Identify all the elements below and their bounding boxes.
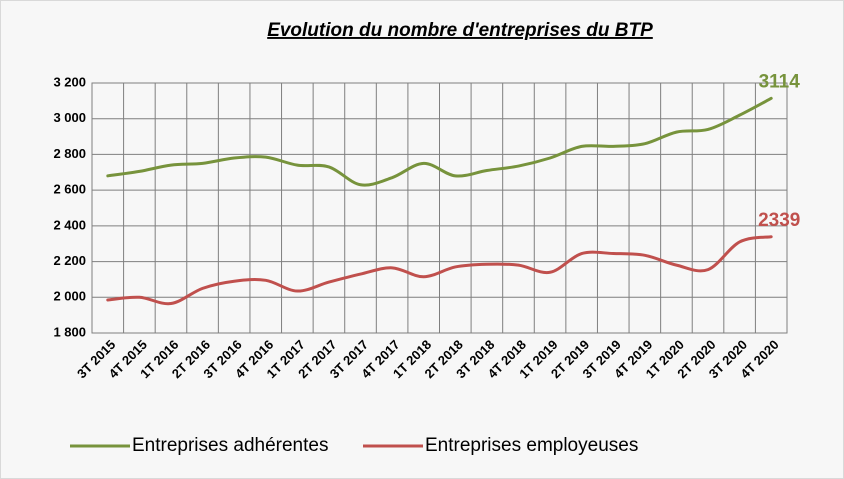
y-tick-label: 2 600 (53, 182, 86, 197)
data-label: 2339 (758, 210, 800, 231)
y-tick-label: 2 400 (53, 217, 86, 232)
legend-label: Entreprises employeuses (425, 435, 638, 456)
series-line (106, 235, 773, 306)
plot-frame (91, 82, 788, 334)
legend-label: Entreprises adhérentes (132, 435, 328, 456)
series-line (106, 96, 773, 187)
y-tick-label: 2 800 (53, 146, 86, 161)
data-label: 3114 (759, 71, 801, 92)
chart-title: Evolution du nombre d'entreprises du BTP (267, 20, 653, 41)
y-tick-label: 3 000 (53, 110, 86, 125)
y-tick-label: 2 200 (53, 253, 86, 268)
y-tick-label: 1 800 (53, 324, 86, 339)
y-tick-label: 2 000 (53, 289, 86, 304)
y-tick-label: 3 200 (53, 74, 86, 89)
